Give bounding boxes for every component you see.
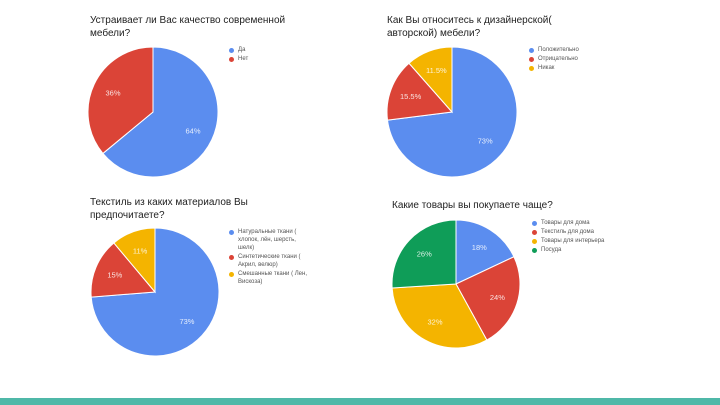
legend-swatch <box>229 56 234 62</box>
slice-data-label: 15% <box>107 271 122 280</box>
legend-swatch <box>229 47 234 53</box>
pie-slice-3 <box>391 283 488 349</box>
legend-item: Посуда <box>532 246 612 254</box>
pie-slice-2 <box>90 242 157 298</box>
pie-slice-2 <box>87 46 154 155</box>
pie-slice-3 <box>408 46 453 114</box>
legend-swatch <box>529 65 534 71</box>
legend-item: Нет <box>229 55 289 63</box>
legend-label: Да <box>238 47 246 53</box>
legend-item: Натуральные ткани ( хлопок, лён, шерсть,… <box>229 228 307 252</box>
legend-label: Синтетические ткани ( Акрил, велюр) <box>238 254 301 268</box>
legend-swatch <box>532 238 537 244</box>
chart-legend: Положительно Отрицательно Никак <box>529 46 599 73</box>
legend-label: Отрицательно <box>538 56 578 62</box>
legend-label: Товары для интерьера <box>541 238 605 244</box>
slice-data-label: 73% <box>179 317 194 326</box>
pie-slice-1 <box>386 46 518 178</box>
legend-swatch <box>529 47 534 53</box>
legend-item: Никак <box>529 64 599 72</box>
slice-data-label: 32% <box>428 318 443 327</box>
pie-slice-1 <box>455 219 515 285</box>
footer-accent-bar <box>0 398 720 405</box>
pie-slice-1 <box>90 227 220 357</box>
slice-data-label: 11% <box>133 247 148 256</box>
slice-data-label: 15.5% <box>400 92 422 101</box>
legend-label: Посуда <box>541 247 562 253</box>
legend-label: Текстиль для дома <box>541 229 594 235</box>
slice-data-label: 73% <box>478 137 493 146</box>
legend-label: Товары для дома <box>541 220 590 226</box>
pie-slice-2 <box>386 62 453 121</box>
legend-item: Положительно <box>529 46 599 54</box>
slice-data-label: 26% <box>417 250 432 259</box>
legend-label: Натуральные ткани ( хлопок, лён, шерсть,… <box>238 229 297 251</box>
slice-data-label: 36% <box>105 89 120 98</box>
legend-label: Нет <box>238 56 249 62</box>
slice-data-label: 18% <box>472 243 487 252</box>
legend-swatch <box>532 220 537 226</box>
legend-label: Смешанные ткани ( Лен, Вискоза) <box>238 271 307 285</box>
pie-slice-4 <box>391 219 457 289</box>
legend-swatch <box>529 56 534 62</box>
legend-item: Синтетические ткани ( Акрил, велюр) <box>229 253 307 269</box>
legend-label: Никак <box>538 65 555 71</box>
slice-data-label: 64% <box>185 126 200 135</box>
chart-title: Устраивает ли Вас качество современной м… <box>90 15 286 39</box>
legend-swatch <box>532 247 537 253</box>
legend-swatch <box>229 254 234 260</box>
chart-title: Как Вы относитесь к дизайнерской( авторс… <box>387 15 552 39</box>
slice-data-label: 11.5% <box>426 66 447 75</box>
legend-item: Текстиль для дома <box>532 228 612 236</box>
pie-slice-1 <box>102 46 219 178</box>
legend-swatch <box>229 229 234 235</box>
legend-swatch <box>229 271 234 277</box>
chart-title: Какие товары вы покупаете чаще? <box>392 200 553 211</box>
legend-swatch <box>532 229 537 235</box>
chart-legend: Товары для дома Текстиль для дома Товары д… <box>532 219 612 255</box>
legend-item: Смешанные ткани ( Лен, Вискоза) <box>229 270 307 286</box>
legend-label: Положительно <box>538 47 579 53</box>
chart-title: Текстиль из каких материалов Вы предпочи… <box>90 197 248 221</box>
pie-slice-2 <box>455 256 521 341</box>
slice-data-label: 24% <box>490 293 505 302</box>
legend-item: Товары для интерьера <box>532 237 612 245</box>
legend-item: Отрицательно <box>529 55 599 63</box>
pie-slice-3 <box>113 227 156 294</box>
chart-legend: Натуральные ткани ( хлопок, лён, шерсть,… <box>229 228 307 287</box>
legend-item: Товары для дома <box>532 219 612 227</box>
chart-legend: Да Нет <box>229 46 289 64</box>
legend-item: Да <box>229 46 289 54</box>
